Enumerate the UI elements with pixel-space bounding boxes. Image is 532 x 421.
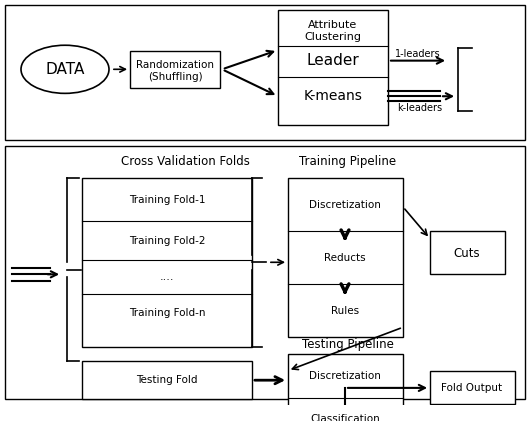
Text: Cuts: Cuts (454, 247, 480, 260)
Text: Rules: Rules (331, 306, 359, 316)
Bar (430, 231, 505, 274)
Text: Cross Validation Folds: Cross Validation Folds (121, 155, 250, 168)
Text: Testing Fold: Testing Fold (136, 375, 198, 385)
Bar (430, 370, 515, 404)
Text: Classification: Classification (310, 414, 380, 421)
Text: Attribute: Attribute (309, 20, 358, 30)
Text: Randomization: Randomization (136, 61, 214, 70)
Text: Training Fold-1: Training Fold-1 (129, 195, 205, 205)
Bar (130, 51, 220, 88)
Text: DATA: DATA (45, 62, 85, 77)
Text: Leader: Leader (306, 53, 360, 68)
Text: ....: .... (160, 272, 174, 282)
Text: (Shuffling): (Shuffling) (148, 72, 202, 82)
Text: Training Fold-2: Training Fold-2 (129, 236, 205, 245)
Text: Testing Pipeline: Testing Pipeline (302, 338, 394, 351)
Text: Fold Output: Fold Output (442, 383, 503, 393)
Bar (278, 10, 388, 125)
Text: K-means: K-means (304, 89, 362, 103)
Ellipse shape (21, 45, 109, 93)
Text: Reducts: Reducts (324, 253, 366, 263)
Text: Discretization: Discretization (309, 200, 381, 210)
Text: Discretization: Discretization (309, 371, 381, 381)
Bar (288, 354, 403, 421)
Text: Clustering: Clustering (304, 32, 362, 42)
Text: Training Fold-n: Training Fold-n (129, 308, 205, 318)
Text: Training Pipeline: Training Pipeline (300, 155, 396, 168)
Text: 1-leaders: 1-leaders (395, 49, 441, 59)
Bar (5, 147, 525, 400)
Bar (288, 178, 403, 337)
Bar (82, 361, 252, 400)
Bar (82, 178, 252, 346)
Text: k-leaders: k-leaders (397, 103, 443, 113)
Bar (5, 5, 525, 140)
